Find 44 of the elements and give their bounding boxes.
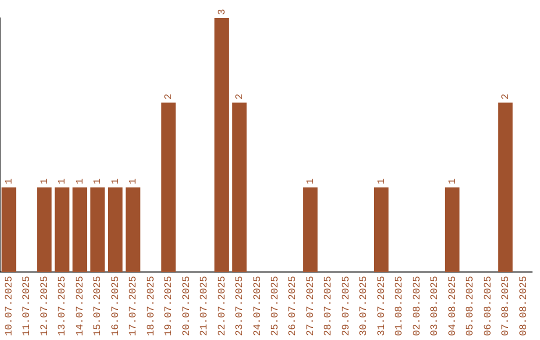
data-label: 2 bbox=[164, 94, 176, 100]
data-label: 1 bbox=[376, 178, 388, 184]
x-tick-label: 19.07.2025 bbox=[164, 276, 176, 336]
x-tick-label: 24.07.2025 bbox=[252, 276, 264, 336]
x-tick-label: 21.07.2025 bbox=[200, 276, 211, 336]
x-tick-label: 08.08.2025 bbox=[518, 276, 530, 336]
data-label: 2 bbox=[235, 94, 246, 100]
x-tick-label: 18.07.2025 bbox=[146, 276, 158, 336]
x-tick-label: 04.08.2025 bbox=[448, 276, 459, 336]
x-tick-label: 13.07.2025 bbox=[58, 276, 69, 336]
data-label: 3 bbox=[217, 8, 228, 15]
data-label: 1 bbox=[306, 178, 317, 184]
x-tick-label: 27.07.2025 bbox=[306, 276, 317, 336]
data-label: 1 bbox=[93, 178, 104, 184]
x-tick-label: 07.08.2025 bbox=[501, 276, 512, 336]
x-tick-label: 20.07.2025 bbox=[182, 276, 193, 336]
data-label: 1 bbox=[110, 178, 122, 184]
data-label: 1 bbox=[40, 178, 51, 184]
x-tick-label: 05.08.2025 bbox=[466, 276, 477, 336]
x-tick-label: 31.07.2025 bbox=[376, 276, 388, 336]
x-tick-label: 11.07.2025 bbox=[22, 276, 34, 336]
data-label: 1 bbox=[75, 178, 86, 184]
x-tick-label: 29.07.2025 bbox=[341, 276, 352, 336]
x-tick-label: 22.07.2025 bbox=[217, 276, 228, 336]
x-tick-label: 25.07.2025 bbox=[270, 276, 282, 336]
data-label: 2 bbox=[501, 94, 512, 100]
x-tick-label: 23.07.2025 bbox=[235, 276, 246, 336]
x-tick-label: 12.07.2025 bbox=[40, 276, 51, 336]
x-tick-label: 15.07.2025 bbox=[93, 276, 104, 336]
x-tick-label: 30.07.2025 bbox=[359, 276, 370, 336]
x-tick-label: 14.07.2025 bbox=[75, 276, 86, 336]
data-label: 1 bbox=[448, 178, 459, 184]
x-tick-label: 10.07.2025 bbox=[4, 276, 16, 336]
x-tick-label: 03.08.2025 bbox=[430, 276, 442, 336]
data-label: 1 bbox=[4, 178, 16, 184]
x-tick-label: 16.07.2025 bbox=[110, 276, 122, 336]
x-tick-label: 02.08.2025 bbox=[412, 276, 424, 336]
x-tick-label: 26.07.2025 bbox=[288, 276, 300, 336]
x-tick-label: 28.07.2025 bbox=[324, 276, 335, 336]
x-tick-label: 17.07.2025 bbox=[128, 276, 140, 336]
x-tick-label: 01.08.2025 bbox=[394, 276, 406, 336]
data-label: 1 bbox=[128, 178, 140, 184]
data-label: 1 bbox=[58, 178, 69, 184]
x-tick-label: 06.08.2025 bbox=[483, 276, 494, 336]
